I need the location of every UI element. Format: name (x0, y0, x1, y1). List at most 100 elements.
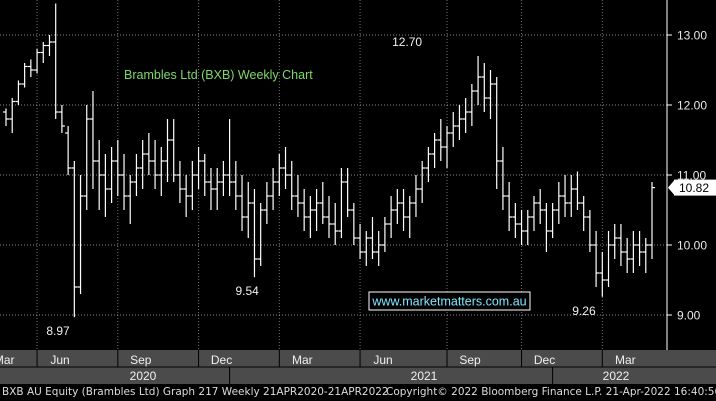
ohlc-bar (568, 175, 575, 217)
ohlc-bar (444, 126, 451, 168)
ohlc-bar (21, 63, 28, 88)
price-bars (3, 3, 655, 318)
ohlc-chart: 9.00 10.00 11.00 12.00 13.00 10.82 Mar Jun Sep D… (0, 0, 716, 384)
ohlc-bar (226, 119, 233, 196)
ohlc-bar (431, 133, 438, 168)
ohlc-bar (326, 196, 332, 238)
ohlc-bar (412, 175, 419, 217)
x-year-label: 2020 (130, 369, 157, 383)
ohlc-bar (506, 182, 513, 231)
ohlc-bar (636, 231, 643, 266)
last-price-label: 10.82 (679, 181, 709, 195)
ohlc-bar (170, 119, 177, 182)
x-month-label: Mar (0, 353, 14, 367)
watermark[interactable]: www.marketmatters.com.au (368, 291, 531, 311)
chart-title: Brambles Ltd (BXB) Weekly Chart (124, 68, 313, 82)
ohlc-bar (574, 171, 581, 210)
ohlc-bar (89, 91, 96, 189)
x-month-label: Jun (50, 353, 69, 367)
annotation-label: 8.97 (46, 324, 70, 338)
x-month-label: Dec (211, 353, 232, 367)
annotation-label: 9.54 (235, 284, 259, 298)
ohlc-bar (400, 189, 407, 231)
ohlc-bar (294, 175, 301, 217)
ohlc-bar (257, 203, 264, 266)
y-axis-panel (667, 0, 716, 350)
ohlc-bar (65, 126, 72, 175)
ohlc-bar (518, 210, 525, 245)
x-month-label: Jun (373, 353, 392, 367)
ohlc-bar (301, 189, 308, 231)
ohlc-bar (468, 84, 475, 126)
last-price-tag (674, 179, 716, 196)
ohlc-bar (96, 140, 103, 210)
ohlc-bar (220, 161, 227, 196)
ohlc-bar (338, 168, 345, 238)
ohlc-bar (450, 112, 457, 147)
ohlc-bar (562, 175, 569, 217)
ohlc-bar (437, 119, 444, 161)
ohlc-bar (456, 105, 463, 140)
ohlc-bar (108, 147, 115, 203)
x-year-label: 2022 (603, 369, 630, 383)
ohlc-bar (537, 189, 544, 224)
ohlc-bar (183, 175, 190, 217)
ohlc-bar (543, 203, 550, 252)
ohlc-bar (77, 175, 84, 294)
ohlc-bar (158, 147, 165, 196)
ohlc-bar (350, 203, 357, 245)
x-axis: Mar Jun Sep Dec Mar Jun Sep Dec Mar 2020 2021 2022 (0, 350, 716, 384)
ohlc-bar (15, 80, 22, 105)
ohlc-bar (499, 147, 506, 210)
ohlc-bar (40, 42, 47, 63)
ohlc-bar (369, 217, 376, 259)
footer-copyright: Copyright© 2022 Bloomberg Finance L.P. 2… (386, 386, 716, 398)
ohlc-bar (462, 98, 469, 133)
ohlc-bar (524, 210, 531, 245)
ohlc-bar (611, 224, 618, 259)
ohlc-bar (425, 147, 432, 182)
ohlc-bar (276, 154, 283, 196)
ohlc-bar (549, 203, 556, 238)
ohlc-bar (586, 210, 593, 252)
ohlc-bar (617, 224, 624, 266)
ohlc-bar (530, 196, 537, 231)
y-tick-label: 12.00 (677, 99, 707, 113)
y-axis: 9.00 10.00 11.00 12.00 13.00 10.82 (666, 0, 716, 350)
ohlc-bar (481, 63, 488, 112)
ohlc-bar (375, 231, 382, 266)
ohlc-bar (114, 140, 121, 196)
y-tick-label: 13.00 (677, 29, 707, 43)
ohlc-bar (58, 105, 65, 133)
ohlc-bar (394, 189, 401, 224)
ohlc-bar (263, 182, 270, 224)
ohlc-bar (133, 154, 140, 196)
ohlc-bar (475, 56, 482, 105)
x-month-label: Mar (292, 353, 313, 367)
y-tick-label: 11.00 (677, 169, 706, 183)
ohlc-bar (288, 161, 295, 210)
ohlc-bar (307, 196, 314, 238)
ohlc-bar (363, 231, 370, 266)
ohlc-bar (152, 140, 159, 189)
ohlc-bar (71, 161, 78, 318)
watermark-text: www.marketmatters.com.au (371, 295, 526, 309)
y-tick-label: 10.00 (677, 239, 707, 253)
ohlc-bar (9, 98, 16, 133)
ohlc-bar (189, 161, 196, 210)
ohlc-bar (127, 175, 134, 224)
ohlc-bar (214, 168, 221, 210)
footer-bar: BXB AU Equity (Brambles Ltd) Graph 217 W… (0, 384, 716, 401)
ohlc-bar (599, 252, 606, 297)
y-tick-label: 9.00 (677, 309, 701, 323)
annotation-label: 9.26 (572, 304, 596, 318)
ohlc-bar (270, 168, 277, 210)
ohlc-bar (555, 182, 562, 224)
ohlc-bar (83, 105, 90, 210)
ohlc-bar (642, 238, 649, 273)
ohlc-bar (176, 161, 183, 203)
ohlc-bar (121, 154, 128, 210)
ohlc-bar (239, 175, 246, 231)
ohlc-bar (580, 196, 587, 231)
ohlc-bar (102, 154, 109, 217)
